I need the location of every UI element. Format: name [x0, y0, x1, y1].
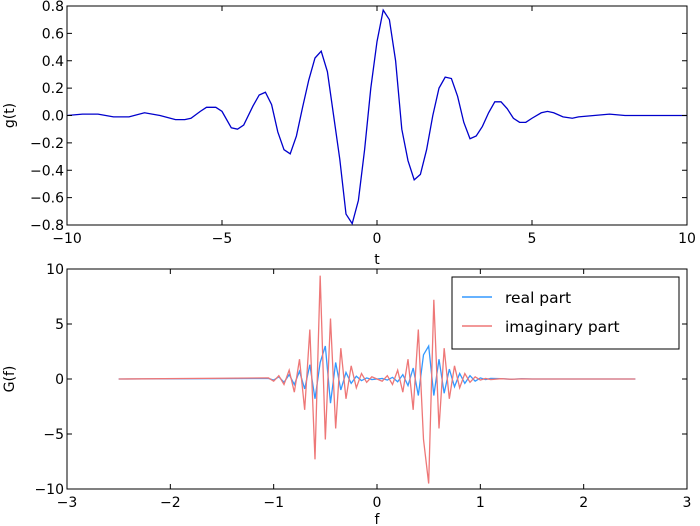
y-tick-label: −10: [34, 482, 64, 498]
x-tick-label: 0: [373, 231, 382, 247]
x-tick-label: 10: [678, 231, 696, 247]
legend: real part imaginary part: [451, 276, 680, 350]
x-tick-label: −10: [52, 231, 82, 247]
y-tick-label: −0.2: [30, 136, 64, 152]
y-tick-label: 0.4: [42, 54, 64, 70]
y-tick-label: 0: [55, 372, 64, 388]
legend-label: imaginary part: [505, 318, 620, 336]
x-tick-label: 3: [683, 495, 692, 511]
x-axis-label: f: [375, 512, 381, 526]
y-tick-label: 0.6: [42, 26, 64, 42]
x-tick-label: −2: [160, 495, 181, 511]
y-tick-label: −5: [43, 427, 64, 443]
y-tick-label: −0.4: [30, 163, 64, 179]
y-tick-label: 5: [55, 317, 64, 333]
y-axis-label: g(t): [2, 103, 18, 128]
series-line-1: [67, 8, 687, 225]
x-tick-label: −3: [57, 495, 78, 511]
y-tick-label: 0.0: [42, 109, 64, 125]
x-tick-label: 5: [528, 231, 537, 247]
x-tick-label: 0: [373, 495, 382, 511]
x-tick-label: 1: [476, 495, 485, 511]
x-tick-label: −1: [263, 495, 284, 511]
chart-panel-1: −10 −5 0 5 10 −0.8 −0.6 −0.4 −0.2 0.0 0.2 0.4 0.6 0.8…: [2, 0, 696, 268]
series-line-imaginary-part: [118, 275, 636, 484]
x-tick-label: 2: [579, 495, 588, 511]
x-axis-label: t: [374, 252, 380, 268]
x-tick-label: −5: [212, 231, 233, 247]
y-axis-label: G(f): [2, 366, 18, 393]
y-tick-label: −0.8: [30, 218, 64, 234]
y-tick-label: 0.8: [42, 0, 64, 15]
y-tick-label: 0.2: [42, 81, 64, 97]
legend-label: real part: [505, 289, 571, 307]
legend-box: [451, 276, 680, 350]
y-tick-label: 10: [46, 262, 64, 278]
y-tick-label: −0.6: [30, 191, 64, 207]
